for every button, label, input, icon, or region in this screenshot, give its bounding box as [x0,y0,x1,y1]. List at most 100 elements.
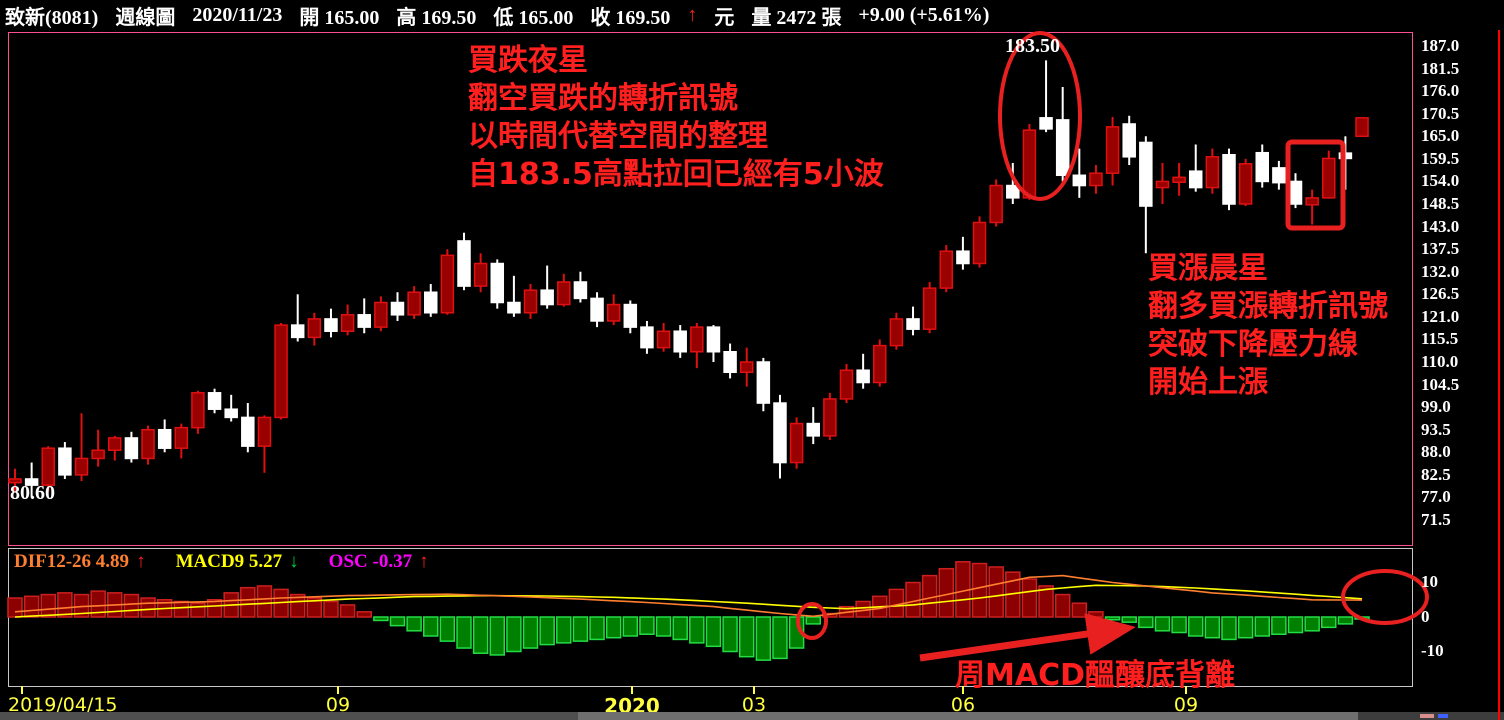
candle[interactable] [1238,158,1253,207]
candle-body [257,416,272,447]
price-axis-tick: 126.5 [1421,284,1460,304]
candle[interactable] [856,353,870,389]
candle[interactable] [440,249,455,315]
price-chart-panel[interactable] [8,32,1413,546]
candle[interactable] [673,325,687,358]
candle[interactable] [656,323,671,352]
candle[interactable] [972,216,987,268]
candle[interactable] [124,431,139,463]
candle[interactable] [1255,144,1269,188]
candle[interactable] [74,413,89,482]
candle-body [1188,170,1203,189]
candle[interactable] [390,292,405,321]
osc-bar-negative [439,616,456,642]
osc-bar-negative [1321,616,1337,629]
candle[interactable] [1188,144,1203,192]
candle[interactable] [457,232,471,291]
candle[interactable] [756,357,771,412]
candle[interactable] [324,308,338,338]
candle[interactable] [590,292,604,328]
candle[interactable] [773,394,787,479]
candle[interactable] [1155,162,1170,205]
candle[interactable] [340,304,355,336]
candle[interactable] [1022,123,1037,200]
candle[interactable] [956,236,970,270]
candle[interactable] [241,403,255,453]
candle[interactable] [1272,160,1286,190]
candle[interactable] [557,273,571,307]
macd-convergence-circle [1341,569,1429,625]
osc-bar-negative [1304,616,1320,632]
candle[interactable] [1222,148,1236,211]
candle[interactable] [1055,87,1070,182]
candle[interactable] [1288,173,1303,209]
candle[interactable] [640,320,654,354]
candle[interactable] [1072,148,1087,198]
candle[interactable] [41,446,56,492]
candle[interactable] [1322,150,1336,199]
candle[interactable] [58,442,72,479]
candle[interactable] [307,312,322,346]
candle[interactable] [1105,116,1120,186]
candle[interactable] [1205,148,1220,194]
candle[interactable] [623,300,638,334]
candle[interactable] [723,343,737,379]
candle[interactable] [1355,117,1369,138]
candle[interactable] [1139,136,1153,254]
candle[interactable] [606,294,621,326]
candle[interactable] [906,306,920,336]
osc-bar-negative [1254,616,1270,637]
candle[interactable] [523,284,538,319]
candle[interactable] [507,275,521,317]
candle[interactable] [922,281,937,334]
candle[interactable] [739,347,754,387]
candle[interactable] [1089,165,1103,194]
candle[interactable] [157,419,172,453]
candle[interactable] [8,468,22,492]
candle[interactable] [141,425,155,465]
candle[interactable] [473,253,488,293]
candle[interactable] [290,294,305,342]
candle[interactable] [490,259,505,309]
candle[interactable] [989,179,1003,227]
candle-body [1072,174,1087,187]
candle[interactable] [108,435,122,461]
osc-bar-positive [57,592,73,618]
candle[interactable] [789,417,804,469]
candle[interactable] [357,298,371,334]
candle[interactable] [174,423,189,459]
candle[interactable] [274,323,288,420]
candle-body [324,318,338,332]
candle[interactable] [224,394,238,422]
candle[interactable] [1122,115,1136,166]
candle[interactable] [939,245,954,293]
indicator-readout: MACD9 5.27 ↓ [176,551,299,573]
candle[interactable] [889,312,904,350]
candle[interactable] [1305,189,1319,225]
divergence-arrow [919,613,1136,662]
candle[interactable] [24,462,39,498]
candle[interactable] [706,325,721,363]
macd-crossover-circle [796,602,828,640]
candle[interactable] [407,286,421,319]
candle[interactable] [823,392,837,440]
candle[interactable] [573,271,588,303]
annotation-line: 買跌夜星 [468,43,588,78]
candle[interactable] [1172,162,1186,196]
candle[interactable] [1006,162,1020,205]
candle[interactable] [91,429,105,467]
candle[interactable] [806,407,820,445]
candle[interactable] [257,415,272,473]
candle[interactable] [207,388,222,414]
candle[interactable] [873,339,887,387]
candle[interactable] [191,390,205,434]
candle[interactable] [690,323,704,369]
candle-body [773,402,787,464]
candle[interactable] [374,296,388,332]
horizontal-scrollbar-thumb[interactable] [578,712,1358,720]
candle[interactable] [1039,60,1053,133]
candle[interactable] [839,364,854,404]
candle[interactable] [540,265,554,309]
title-segment: 高 169.50 [396,6,477,29]
candle[interactable] [424,284,438,317]
